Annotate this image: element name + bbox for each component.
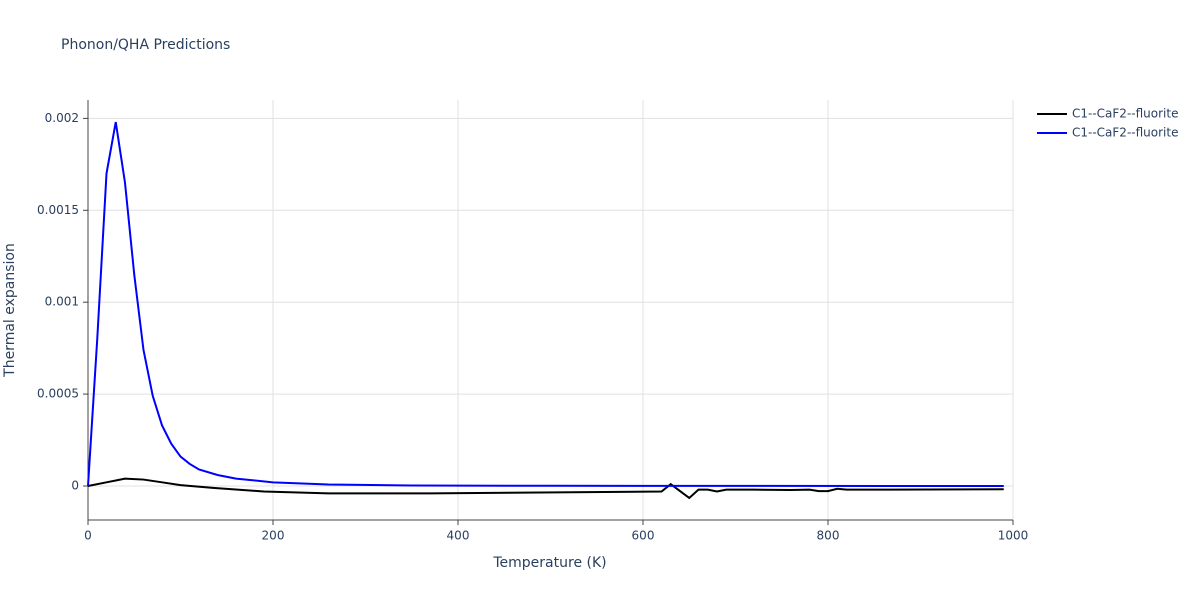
- y-tick-label: 0.0005: [37, 387, 79, 401]
- legend-label: C1--CaF2--fluorite: [1072, 107, 1178, 121]
- x-tick-label: 1000: [998, 529, 1029, 543]
- legend-label: C1--CaF2--fluorite: [1072, 126, 1178, 140]
- x-axis-label: Temperature (K): [492, 555, 606, 571]
- x-tick-label: 600: [632, 529, 655, 543]
- y-tick-label: 0: [71, 478, 79, 492]
- y-tick-label: 0.0015: [37, 203, 79, 217]
- y-tick-label: 0.002: [45, 111, 79, 125]
- y-tick-label: 0.001: [45, 295, 79, 309]
- x-tick-label: 200: [262, 529, 285, 543]
- line-series: [87, 477, 1004, 500]
- x-tick-label: 0: [84, 529, 92, 543]
- y-axis-label: Thermal expansion: [2, 243, 18, 378]
- x-tick-label: 800: [817, 529, 840, 543]
- x-tick-label: 400: [447, 529, 470, 543]
- line-series: [87, 121, 1004, 487]
- chart-title: Phonon/QHA Predictions: [61, 37, 230, 53]
